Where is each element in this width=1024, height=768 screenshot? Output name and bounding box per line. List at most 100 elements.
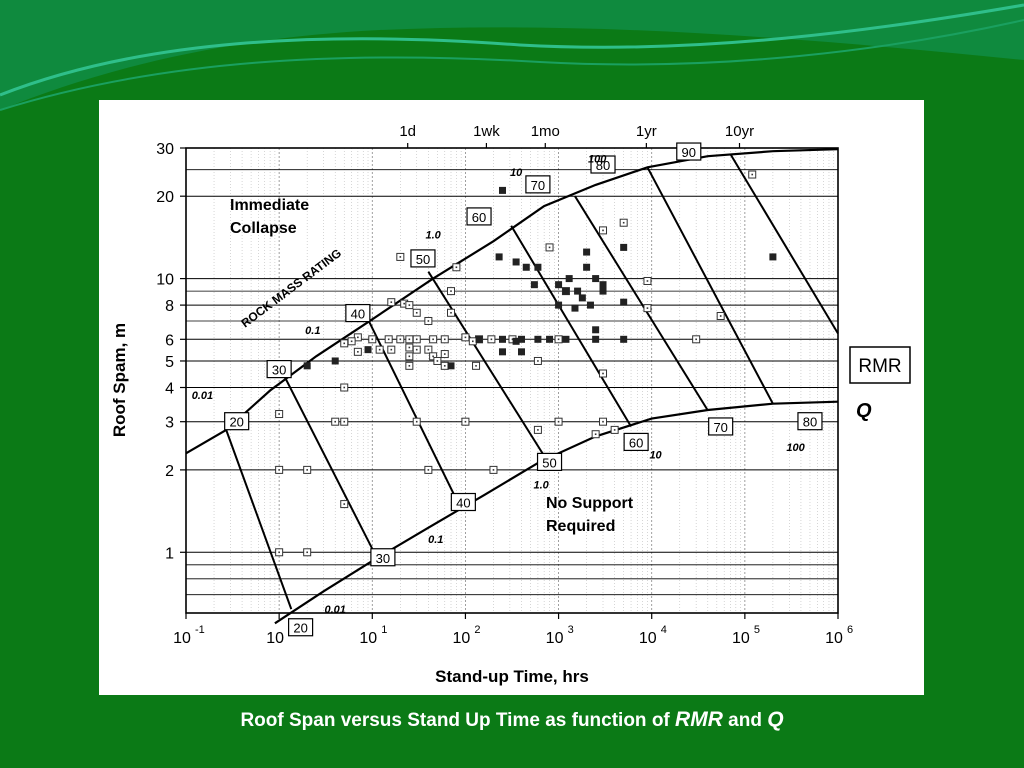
rmr-label-text: 70	[713, 420, 727, 435]
filled-square-point	[620, 298, 628, 306]
open-square-dot	[390, 301, 393, 303]
filled-square-point	[562, 335, 570, 343]
rmr-axis-box: RMR	[849, 346, 911, 384]
rmr-label-text: 50	[416, 252, 430, 267]
open-square-dot	[427, 320, 430, 322]
filled-square-point	[331, 357, 339, 365]
filled-square-point	[512, 258, 520, 266]
filled-square-point	[599, 287, 607, 295]
open-square-dot	[415, 420, 418, 423]
filled-square-point	[586, 301, 594, 309]
caption-text: Roof Span versus Stand Up Time as functi…	[240, 710, 670, 731]
open-square-dot	[408, 304, 411, 306]
open-square-dot	[557, 338, 560, 341]
rmr-label-text: 20	[293, 621, 307, 636]
x-tick-exponent: 3	[568, 624, 574, 636]
top-tick-label: 1wk	[473, 123, 500, 140]
rmr-label-box	[623, 432, 649, 452]
rmr-line-80	[646, 166, 774, 405]
chart-panel: 10-110010110210310410510612345681020301d…	[99, 100, 924, 695]
q-label-text: 1.0	[533, 479, 549, 491]
filled-square-point	[592, 326, 600, 334]
open-square-dot	[450, 290, 452, 292]
rmr-label-box	[410, 249, 436, 268]
open-square-dot	[432, 338, 434, 341]
q-label-text: 1.0	[425, 229, 441, 241]
filled-square-point	[475, 335, 483, 343]
open-square-dot	[278, 551, 280, 554]
y-tick-label: 10	[156, 272, 174, 289]
open-square-dot	[378, 348, 381, 351]
rmr-label-box	[224, 412, 250, 431]
open-square-dot	[490, 338, 493, 341]
open-square-dot	[357, 336, 359, 339]
top-tick-label: 1mo	[531, 123, 560, 140]
x-axis-label: Stand-up Time, hrs	[435, 667, 589, 686]
rmr-line-90	[729, 153, 839, 335]
filled-square-point	[583, 248, 591, 256]
filled-square-point	[565, 275, 573, 283]
open-square-dot	[537, 360, 539, 362]
filled-square-point	[534, 263, 542, 271]
open-square-dot	[646, 307, 649, 309]
top-tick-label: 10yr	[725, 123, 754, 140]
rmr-label-text: 80	[596, 158, 610, 173]
y-tick-label: 4	[165, 381, 174, 398]
caption-rmr: RMR	[675, 708, 723, 731]
rmr-label-text: 60	[472, 210, 486, 225]
open-square-dot	[594, 433, 597, 436]
rmr-line-20	[225, 429, 293, 610]
caption-q: Q	[767, 708, 784, 731]
background-wave	[0, 0, 1024, 111]
filled-square-point	[620, 335, 628, 343]
x-tick-label: 10	[359, 630, 377, 647]
open-square-dot	[443, 365, 446, 367]
open-square-dot	[343, 420, 346, 423]
grid-layer	[185, 147, 839, 613]
open-square-dot	[399, 338, 402, 341]
open-square-dot	[427, 469, 430, 471]
filled-square-point	[571, 304, 579, 312]
lower-left-edge-line	[185, 428, 227, 455]
rmr-label-box	[345, 303, 371, 323]
open-square-dot	[537, 429, 539, 431]
filled-square-point	[546, 335, 554, 343]
rmr-label-text: 30	[272, 363, 286, 378]
open-square-dot	[427, 348, 430, 351]
open-square-dot	[646, 280, 649, 282]
filled-square-point	[522, 263, 530, 271]
open-square-dot	[399, 256, 402, 258]
x-tick-exponent: 5	[754, 624, 760, 636]
open-square-dot	[306, 469, 308, 471]
open-square-dot	[695, 338, 697, 341]
rmr-label-box	[525, 175, 551, 194]
open-square-dot	[464, 420, 467, 423]
open-square-dot	[334, 420, 337, 423]
open-square-dot	[492, 469, 495, 471]
rmr-label-box	[536, 452, 563, 472]
open-square-dot	[408, 355, 411, 358]
rmr-label-box	[708, 417, 734, 436]
rmr-label-text: 40	[456, 496, 470, 511]
q-label-text: 0.1	[428, 534, 443, 546]
x-tick-label: 10	[732, 630, 750, 647]
q-label-text: 0.1	[305, 325, 320, 337]
rmr-label-text: 40	[351, 307, 365, 322]
rmr-label-text: 70	[531, 178, 545, 193]
x-tick-label: 10	[173, 630, 191, 647]
open-square-dot	[387, 338, 390, 341]
open-square-dot	[278, 413, 280, 415]
filled-square-point	[303, 362, 311, 370]
open-square-dot	[371, 338, 374, 341]
rmr-label-text: 50	[542, 455, 556, 470]
open-square-dot	[278, 469, 280, 471]
filled-square-point	[498, 348, 506, 356]
top-tick-label: 1yr	[636, 123, 657, 140]
filled-square-point	[534, 335, 542, 343]
open-square-dot	[719, 315, 722, 317]
rmr-label-text: 30	[376, 551, 390, 566]
rmr-label-box	[266, 360, 292, 379]
open-square-dot	[613, 429, 616, 431]
open-square-dot	[350, 340, 353, 343]
q-label-text: 100	[786, 442, 805, 454]
